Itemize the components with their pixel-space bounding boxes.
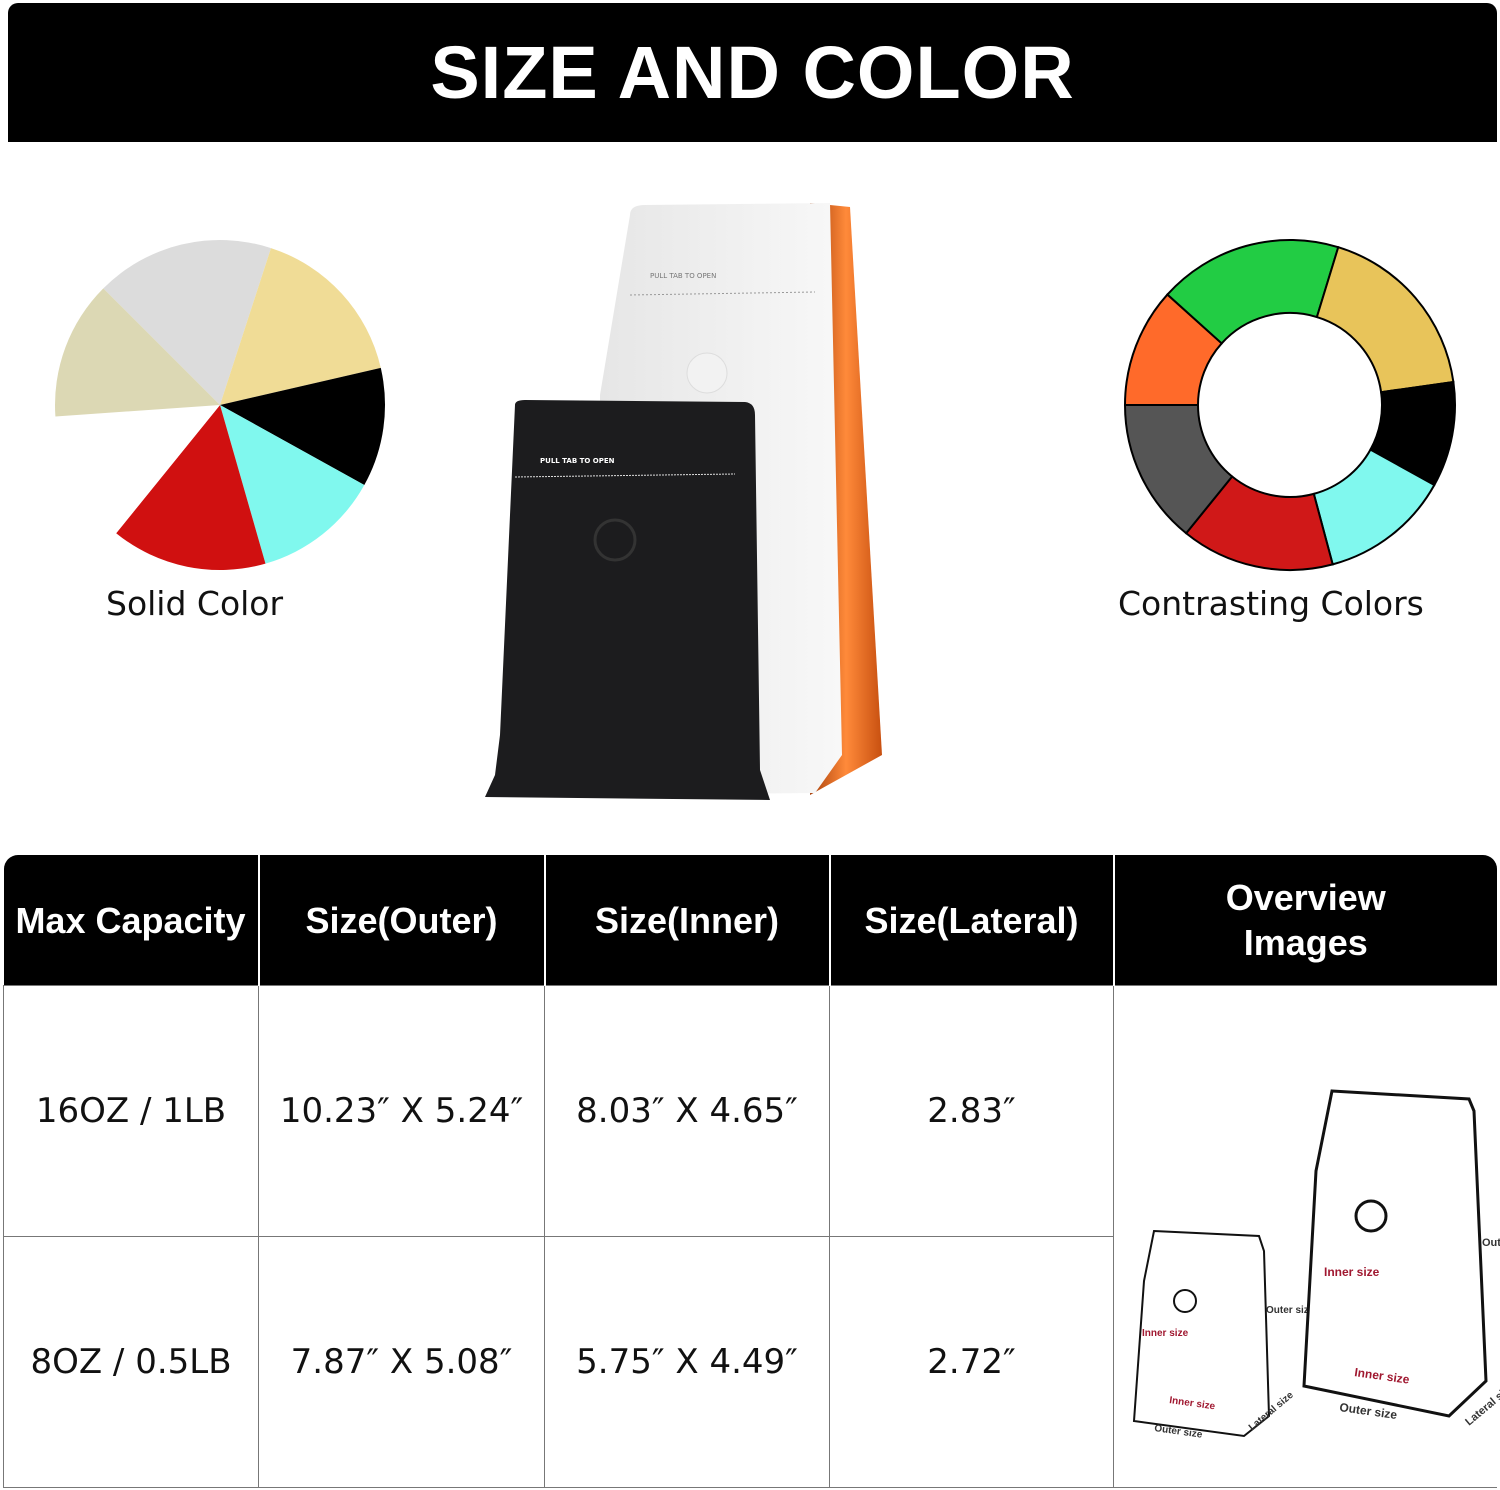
header-size-outer: Size(Outer)	[257, 855, 545, 986]
black-bag	[485, 400, 770, 800]
zipper-text-white: PULL TAB TO OPEN	[650, 272, 716, 280]
zipper-text-black: PULL TAB TO OPEN	[540, 457, 615, 465]
color-segment	[220, 405, 365, 564]
color-segment	[220, 367, 385, 485]
cell-outer: 10.23″ X 5.24″	[258, 985, 545, 1237]
color-segment	[220, 248, 381, 405]
table-header-row: Max Capacity Size(Outer) Size(Inner) Siz…	[3, 855, 1497, 986]
overview-diagram: Inner size Inner size Outer size Outer s…	[1132, 1089, 1500, 1441]
contrasting-colors-donut	[1123, 239, 1456, 571]
color-segment	[55, 405, 220, 534]
coffee-bags-image: PULL TAB TO OPEN PULL TAB TO OPEN	[485, 203, 882, 800]
overview-image-cell: Inner size Inner size Outer size Outer s…	[1113, 985, 1500, 1488]
header-max-capacity: Max Capacity	[3, 855, 259, 986]
outer-size-label-small-side: Outer size	[1266, 1305, 1315, 1316]
header-size-lateral: Size(Lateral)	[828, 855, 1114, 986]
size-table: Max Capacity Size(Outer) Size(Inner) Siz…	[3, 855, 1500, 1488]
inner-size-label-large: Inner size	[1324, 1265, 1380, 1279]
outer-size-label-large-side: Outer size	[1482, 1237, 1500, 1249]
header-overview-images: Overview Images	[1112, 855, 1497, 986]
cell-lateral: 2.72″	[829, 1236, 1114, 1488]
table-row: 16OZ / 1LB 10.23″ X 5.24″ 8.03″ X 4.65″ …	[3, 985, 1500, 1488]
title-banner: SIZE AND COLOR	[8, 3, 1497, 142]
table-row: 8OZ / 0.5LB 7.87″ X 5.08″ 5.75″ X 4.49″ …	[3, 1236, 1498, 1488]
page-title: SIZE AND COLOR	[430, 31, 1075, 114]
cell-lateral: 2.83″	[829, 985, 1114, 1237]
color-segment	[103, 240, 271, 405]
inner-size-label-small: Inner size	[1142, 1328, 1189, 1339]
color-segment	[1315, 245, 1455, 394]
header-size-inner: Size(Inner)	[543, 855, 830, 986]
cell-capacity: 16OZ / 1LB	[3, 985, 259, 1237]
cell-inner: 8.03″ X 4.65″	[544, 985, 830, 1237]
solid-color-label: Solid Color	[106, 584, 284, 623]
valve-icon	[686, 352, 728, 394]
solid-color-pie	[55, 240, 385, 570]
color-segment	[116, 405, 266, 570]
color-segment	[1123, 293, 1224, 406]
color-segment	[55, 288, 220, 417]
cell-outer: 7.87″ X 5.08″	[258, 1236, 545, 1488]
contrasting-colors-label: Contrasting Colors	[1118, 584, 1424, 623]
cell-inner: 5.75″ X 4.49″	[544, 1236, 830, 1488]
cell-capacity: 8OZ / 0.5LB	[3, 1236, 259, 1488]
